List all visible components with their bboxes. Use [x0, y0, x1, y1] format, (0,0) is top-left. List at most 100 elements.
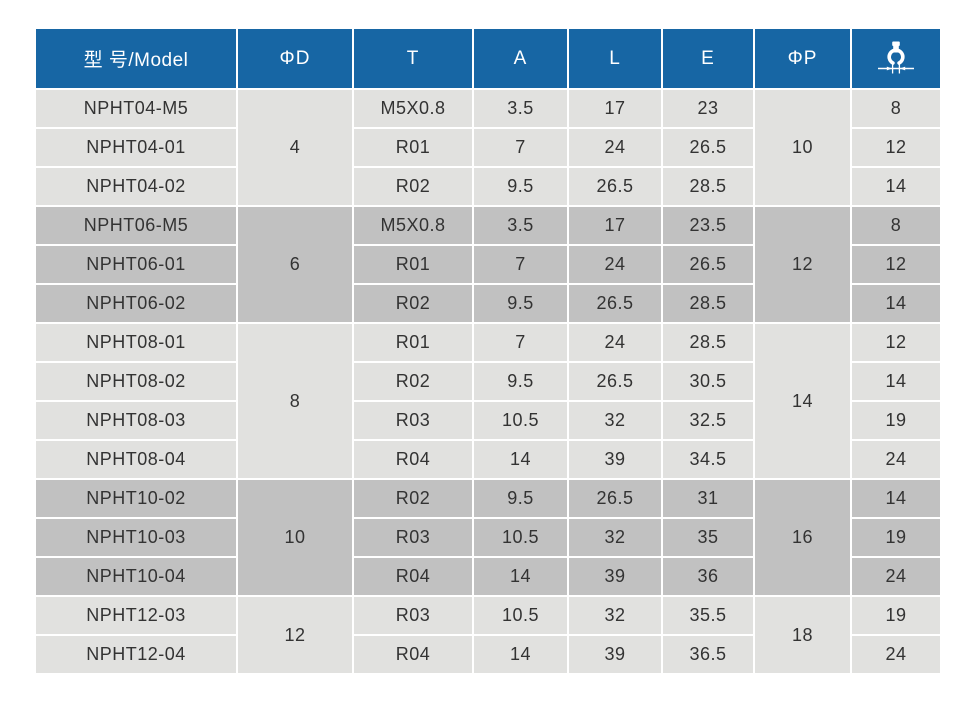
cell-l: 26.5 [567, 166, 663, 207]
cell-e: 32.5 [661, 400, 755, 441]
table-row: NPHT10-03 R03 10.5 32 35 19 [34, 517, 942, 558]
col-header-a: A [472, 27, 569, 90]
cell-wrench-size: 8 [850, 205, 942, 246]
cell-e: 31 [661, 478, 755, 519]
cell-model: NPHT04-02 [34, 166, 238, 207]
cell-a: 10.5 [472, 595, 569, 636]
cell-a: 3.5 [472, 205, 569, 246]
cell-e: 26.5 [661, 127, 755, 168]
cell-wrench-size: 12 [850, 322, 942, 363]
cell-thread: R02 [352, 166, 474, 207]
cell-wrench-size: 12 [850, 127, 942, 168]
cell-l: 32 [567, 595, 663, 636]
cell-e: 34.5 [661, 439, 755, 480]
cell-thread: R01 [352, 244, 474, 285]
cell-thread: R04 [352, 556, 474, 597]
cell-a: 9.5 [472, 361, 569, 402]
cell-wrench-size: 12 [850, 244, 942, 285]
cell-wrench-size: 8 [850, 88, 942, 129]
cell-model: NPHT08-04 [34, 439, 238, 480]
cell-model: NPHT08-01 [34, 322, 238, 363]
cell-phi-d: 10 [236, 478, 354, 597]
cell-phi-p: 18 [753, 595, 852, 675]
table-row: NPHT04-02 R02 9.5 26.5 28.5 14 [34, 166, 942, 207]
cell-wrench-size: 19 [850, 517, 942, 558]
table-row: NPHT06-02 R02 9.5 26.5 28.5 14 [34, 283, 942, 324]
cell-wrench-size: 14 [850, 361, 942, 402]
cell-a: 9.5 [472, 166, 569, 207]
cell-a: 9.5 [472, 478, 569, 519]
table-row: NPHT12-03 12 R03 10.5 32 35.5 18 19 [34, 595, 942, 675]
cell-model: NPHT08-02 [34, 361, 238, 402]
cell-l: 24 [567, 322, 663, 363]
cell-a: 10.5 [472, 400, 569, 441]
cell-wrench-size: 14 [850, 478, 942, 519]
cell-model: NPHT04-M5 [34, 88, 238, 129]
cell-a: 7 [472, 244, 569, 285]
cell-model: NPHT12-03 [34, 595, 238, 636]
cell-thread: R02 [352, 361, 474, 402]
table-row: NPHT06-M5 6 M5X0.8 3.5 17 23.5 12 8 [34, 205, 942, 324]
cell-model: NPHT06-M5 [34, 205, 238, 246]
col-header-phi-p: ΦP [753, 27, 852, 90]
cell-model: NPHT06-02 [34, 283, 238, 324]
col-header-wrench-size [850, 27, 942, 90]
cell-l: 39 [567, 439, 663, 480]
cell-e: 30.5 [661, 361, 755, 402]
col-header-phi-d: ΦD [236, 27, 354, 90]
cell-a: 7 [472, 127, 569, 168]
cell-thread: R04 [352, 634, 474, 675]
cell-l: 17 [567, 205, 663, 246]
cell-a: 3.5 [472, 88, 569, 129]
cell-thread: R04 [352, 439, 474, 480]
cell-thread: M5X0.8 [352, 205, 474, 246]
cell-l: 26.5 [567, 361, 663, 402]
table-row: NPHT04-M5 4 M5X0.8 3.5 17 23 10 8 [34, 88, 942, 207]
cell-model: NPHT12-04 [34, 634, 238, 675]
cell-phi-p: 16 [753, 478, 852, 597]
table-row: NPHT10-04 R04 14 39 36 24 [34, 556, 942, 597]
cell-e: 28.5 [661, 166, 755, 207]
cell-l: 24 [567, 127, 663, 168]
table-row: NPHT10-02 10 R02 9.5 26.5 31 16 14 [34, 478, 942, 597]
cell-wrench-size: 14 [850, 166, 942, 207]
cell-phi-d: 12 [236, 595, 354, 675]
cell-phi-d: 4 [236, 88, 354, 207]
cell-e: 23.5 [661, 205, 755, 246]
cell-model: NPHT08-03 [34, 400, 238, 441]
cell-e: 35 [661, 517, 755, 558]
cell-a: 9.5 [472, 283, 569, 324]
table-body: NPHT04-M5 4 M5X0.8 3.5 17 23 10 8 NPHT04-01 R01 7 2… [34, 88, 942, 675]
spec-table: 型 号/Model ΦD T A L E ΦP [34, 27, 942, 675]
col-header-l: L [567, 27, 663, 90]
cell-a: 10.5 [472, 517, 569, 558]
cell-l: 17 [567, 88, 663, 129]
cell-wrench-size: 24 [850, 634, 942, 675]
cell-e: 26.5 [661, 244, 755, 285]
cell-wrench-size: 24 [850, 439, 942, 480]
cell-l: 26.5 [567, 283, 663, 324]
cell-e: 36 [661, 556, 755, 597]
cell-thread: R01 [352, 127, 474, 168]
wrench-size-icon [878, 41, 914, 73]
table-row: NPHT08-03 R03 10.5 32 32.5 19 [34, 400, 942, 441]
cell-a: 14 [472, 634, 569, 675]
table-row: NPHT06-01 R01 7 24 26.5 12 [34, 244, 942, 285]
cell-e: 28.5 [661, 283, 755, 324]
cell-phi-p: 14 [753, 322, 852, 480]
cell-e: 36.5 [661, 634, 755, 675]
table-row: NPHT08-04 R04 14 39 34.5 24 [34, 439, 942, 480]
cell-phi-d: 8 [236, 322, 354, 480]
cell-l: 32 [567, 517, 663, 558]
cell-model: NPHT10-02 [34, 478, 238, 519]
cell-phi-p: 12 [753, 205, 852, 324]
cell-thread: M5X0.8 [352, 88, 474, 129]
cell-a: 7 [472, 322, 569, 363]
cell-model: NPHT06-01 [34, 244, 238, 285]
cell-wrench-size: 19 [850, 400, 942, 441]
cell-e: 28.5 [661, 322, 755, 363]
table-row: NPHT12-04 R04 14 39 36.5 24 [34, 634, 942, 675]
cell-l: 39 [567, 556, 663, 597]
cell-l: 39 [567, 634, 663, 675]
